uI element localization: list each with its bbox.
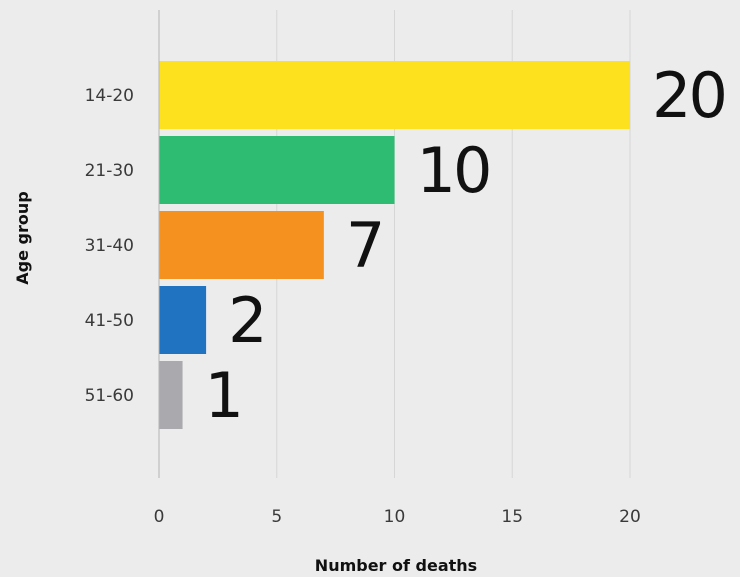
y-tick-label-51-60: 51-60 [85,386,134,406]
x-axis-title: Number of deaths [315,556,477,575]
data-label-21-30: 10 [417,134,490,207]
y-axis-title: Age group [13,191,32,284]
y-tick-label-14-20: 14-20 [85,86,134,106]
y-tick-label-31-40: 31-40 [85,236,134,256]
bar-51-60 [159,361,183,429]
data-label-51-60: 1 [205,359,241,432]
y-tick-label-21-30: 21-30 [85,161,134,181]
data-label-14-20: 20 [652,59,725,132]
bar-14-20 [159,61,630,129]
data-label-41-50: 2 [228,284,264,357]
bars-group [159,61,630,429]
x-tick-labels: 0 5 10 15 20 [154,507,641,527]
y-tick-labels: 14-20 21-30 31-40 41-50 51-60 [85,86,134,406]
data-labels-group: 20 10 7 21 [205,59,728,432]
data-label-31-40: 7 [346,209,382,282]
bar-21-30 [159,136,395,204]
x-tick-label-15: 15 [501,507,523,527]
y-tick-label-41-50: 41-50 [85,311,134,331]
x-tick-label-10: 10 [384,507,406,527]
x-tick-label-20: 20 [619,507,641,527]
x-tick-label-5: 5 [271,507,282,527]
bar-41-50 [159,286,207,354]
x-tick-label-0: 0 [154,507,165,527]
bar-31-40 [159,211,324,279]
